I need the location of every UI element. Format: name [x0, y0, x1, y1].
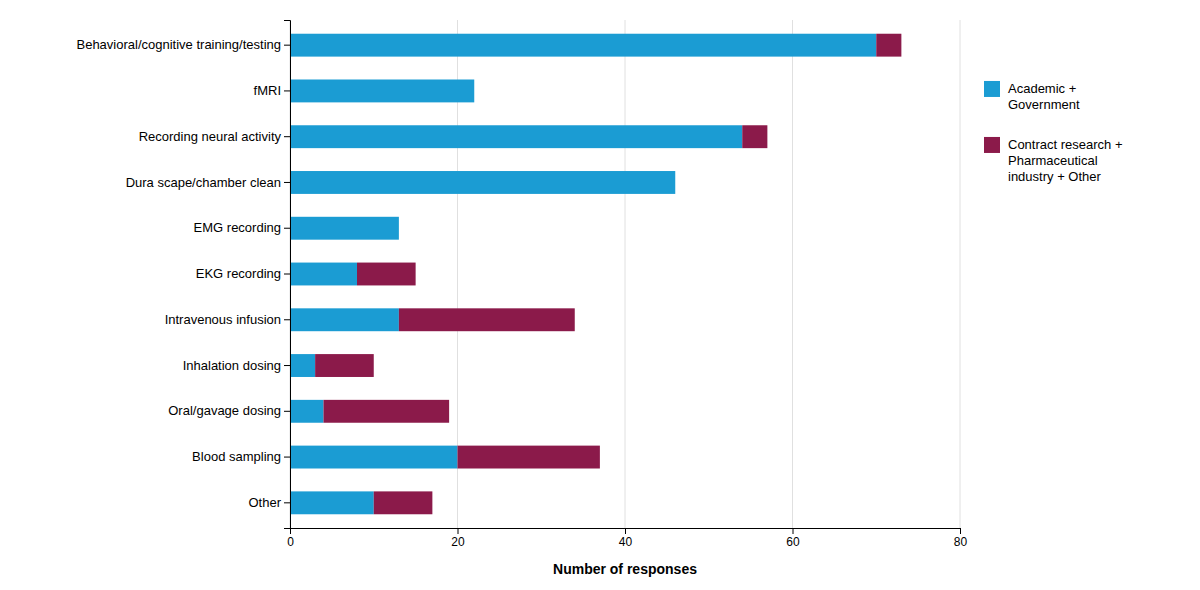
bar	[876, 34, 901, 57]
y-tick: EKG recording	[196, 266, 290, 281]
x-tick: 60	[786, 528, 800, 549]
x-tick: 20	[451, 528, 465, 549]
x-tick: 40	[619, 528, 633, 549]
bars	[290, 34, 901, 515]
y-axis: Behavioral/cognitive training/testing fMR…	[76, 21, 290, 529]
x-axis-title: Number of responses	[553, 561, 697, 577]
bar	[315, 354, 374, 377]
y-tick-label: EKG recording	[196, 266, 281, 281]
bar	[290, 446, 458, 469]
y-tick: Other	[248, 495, 290, 510]
bar	[290, 79, 474, 102]
y-axis-line	[284, 21, 291, 529]
grid-line	[625, 20, 626, 528]
bar	[675, 171, 676, 194]
bar	[290, 171, 675, 194]
y-tick-mark	[284, 365, 290, 366]
y-tick: Intravenous infusion	[165, 312, 290, 327]
bar	[290, 491, 374, 514]
bar	[290, 308, 399, 331]
legend-label-line: Contract research +	[1008, 137, 1123, 152]
x-tick-label: 0	[287, 535, 294, 549]
legend-swatch	[984, 137, 1000, 153]
y-tick-mark	[284, 457, 290, 458]
legend-item: Academic +Government	[984, 81, 1080, 112]
x-axis-line	[291, 529, 961, 535]
legend-swatch	[984, 81, 1000, 97]
y-tick-mark	[284, 45, 290, 46]
y-tick-label: EMG recording	[194, 220, 281, 235]
y-tick-label: Dura scape/chamber clean	[126, 175, 281, 190]
bar	[458, 446, 600, 469]
x-tick-mark	[960, 528, 961, 534]
y-tick-label: Blood sampling	[192, 449, 281, 464]
x-tick: 0	[287, 528, 294, 549]
bar	[290, 125, 742, 148]
legend-label: Contract research +Pharmaceuticalindustr…	[1008, 137, 1123, 184]
bar	[399, 308, 575, 331]
y-tick-label: fMRI	[254, 83, 281, 98]
x-axis: 0 20 40 60 80	[287, 528, 967, 549]
grid-line	[792, 20, 793, 528]
bar	[290, 354, 315, 377]
y-tick-label: Behavioral/cognitive training/testing	[76, 37, 281, 52]
legend-item: Contract research +Pharmaceuticalindustr…	[984, 137, 1123, 184]
x-tick-mark	[793, 528, 794, 534]
bar	[290, 400, 324, 423]
bar	[374, 491, 433, 514]
y-tick: fMRI	[254, 83, 290, 98]
y-tick-label: Recording neural activity	[139, 129, 282, 144]
y-tick-mark	[284, 182, 290, 183]
bar	[474, 79, 475, 102]
x-tick-label: 80	[954, 535, 968, 549]
bar	[357, 263, 416, 286]
x-tick-label: 40	[619, 535, 633, 549]
chart: 0 20 40 60 80 Behavioral/cognitive training/t…	[0, 0, 1200, 590]
y-tick-label: Other	[248, 495, 281, 510]
x-tick-label: 60	[786, 535, 800, 549]
y-tick-label: Intravenous infusion	[165, 312, 281, 327]
x-tick-mark	[625, 528, 626, 534]
legend: Academic +Government Contract research +P…	[984, 81, 1123, 184]
y-tick-mark	[284, 319, 290, 320]
y-tick-mark	[284, 274, 290, 275]
y-tick-mark	[284, 136, 290, 137]
legend-label-line: Pharmaceutical	[1008, 153, 1098, 168]
x-tick-mark	[458, 528, 459, 534]
y-tick: Inhalation dosing	[183, 358, 290, 373]
bar-series	[290, 34, 876, 515]
grid-line	[960, 20, 961, 528]
bar	[290, 217, 399, 240]
legend-label-line: Government	[1008, 97, 1080, 112]
legend-label-line: industry + Other	[1008, 169, 1102, 184]
bar	[290, 263, 357, 286]
bar	[742, 125, 767, 148]
y-tick-mark	[284, 228, 290, 229]
y-tick-mark	[284, 411, 290, 412]
y-tick: Dura scape/chamber clean	[126, 175, 290, 190]
y-tick: Blood sampling	[192, 449, 290, 464]
y-tick: Behavioral/cognitive training/testing	[76, 37, 290, 52]
bar-series	[315, 34, 901, 515]
bar	[324, 400, 450, 423]
y-tick-mark	[284, 90, 290, 91]
y-tick-label: Oral/gavage dosing	[168, 403, 281, 418]
legend-label: Academic +Government	[1008, 81, 1080, 112]
y-tick: Recording neural activity	[139, 129, 290, 144]
y-tick: EMG recording	[194, 220, 290, 235]
bar	[290, 34, 876, 57]
x-tick-label: 20	[451, 535, 465, 549]
plot-area: 0 20 40 60 80 Behavioral/cognitive training/t…	[76, 20, 967, 549]
grid	[290, 20, 960, 528]
bar	[398, 217, 399, 240]
y-tick: Oral/gavage dosing	[168, 403, 290, 418]
y-tick-label: Inhalation dosing	[183, 358, 281, 373]
legend-label-line: Academic +	[1008, 81, 1076, 96]
x-tick: 80	[954, 528, 968, 549]
y-tick-mark	[284, 502, 290, 503]
